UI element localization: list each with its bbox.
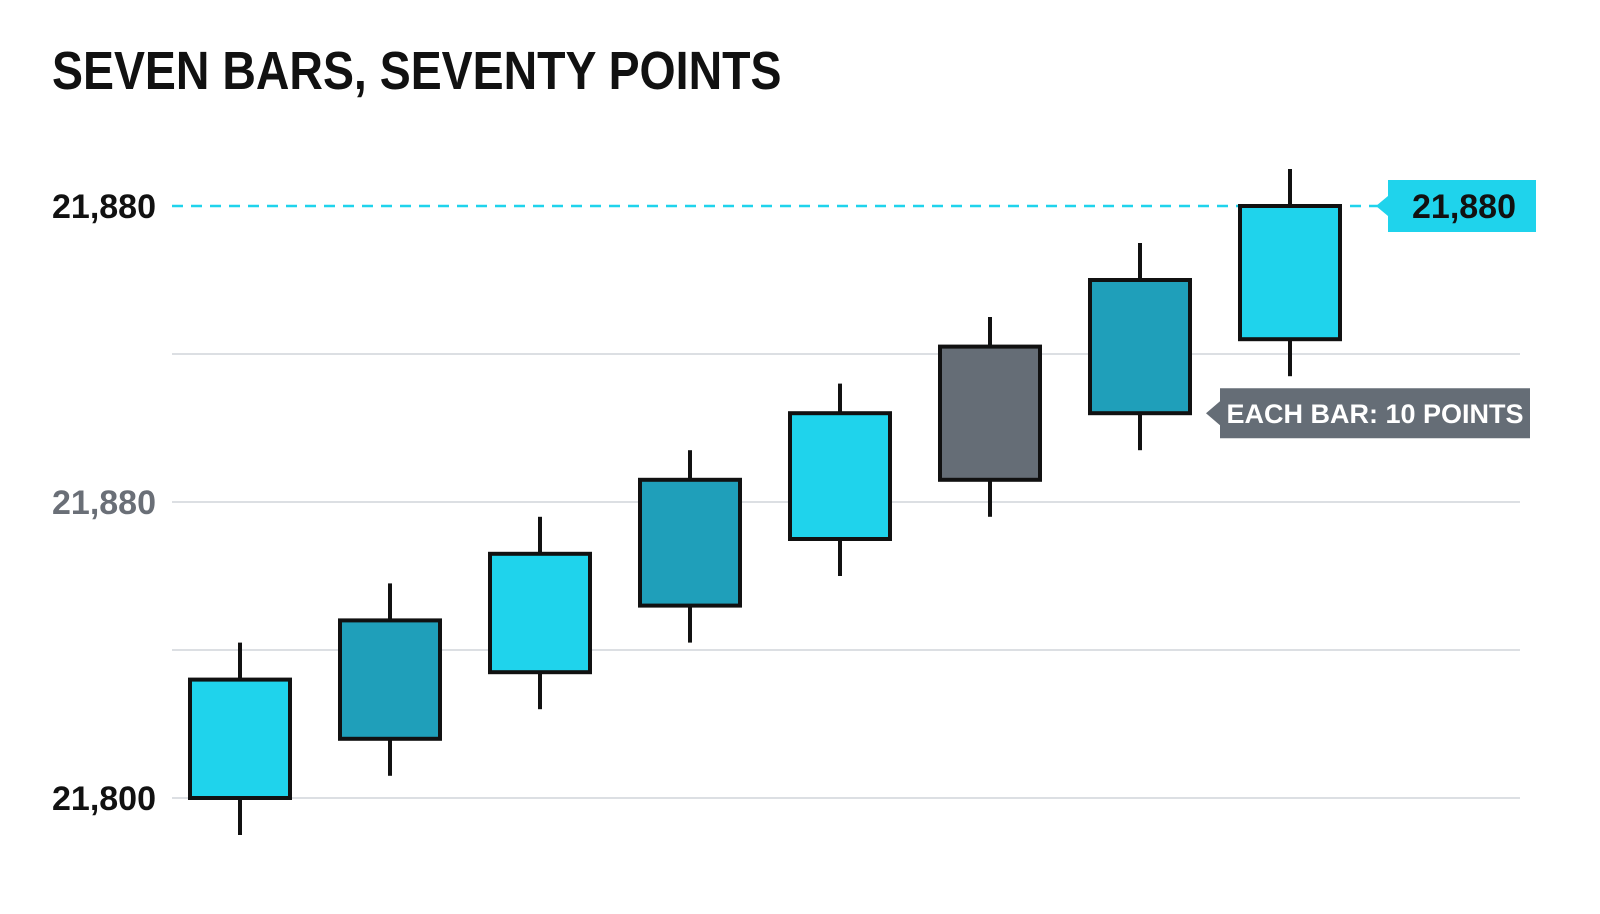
y-tick-label: 21,880 xyxy=(52,188,156,226)
reference-line-group: 21,880 xyxy=(172,180,1536,232)
annotation-box xyxy=(1206,388,1530,439)
annotation-callout: EACH BAR: 10 POINTS xyxy=(1206,388,1530,439)
candle xyxy=(638,450,742,643)
candle-body xyxy=(1238,204,1342,342)
candle xyxy=(788,383,892,576)
candle-body xyxy=(338,618,442,741)
y-axis-labels: 21,880 21,880 21,800 xyxy=(52,188,156,818)
candle xyxy=(338,583,442,776)
chart-title: SEVEN BARS, SEVENTY POINTS xyxy=(52,41,782,101)
candle-body xyxy=(788,411,892,542)
candle-body xyxy=(1088,278,1192,416)
y-tick-label: 21,800 xyxy=(52,780,156,818)
candle xyxy=(1238,169,1342,377)
candle xyxy=(938,317,1042,517)
candle xyxy=(488,516,592,710)
candle-body xyxy=(938,344,1042,482)
price-badge xyxy=(1376,180,1536,232)
annotations: EACH BAR: 10 POINTS xyxy=(1206,388,1530,439)
annotation-label: EACH BAR: 10 POINTS xyxy=(1226,399,1523,429)
candle xyxy=(188,642,292,835)
candle-body xyxy=(488,551,592,675)
price-badge-label: 21,880 xyxy=(1412,188,1516,226)
y-tick-label: 21,880 xyxy=(52,484,156,522)
candle-body xyxy=(188,677,292,800)
candle xyxy=(1088,243,1192,451)
candles xyxy=(188,169,1342,835)
candle-body xyxy=(638,477,742,608)
